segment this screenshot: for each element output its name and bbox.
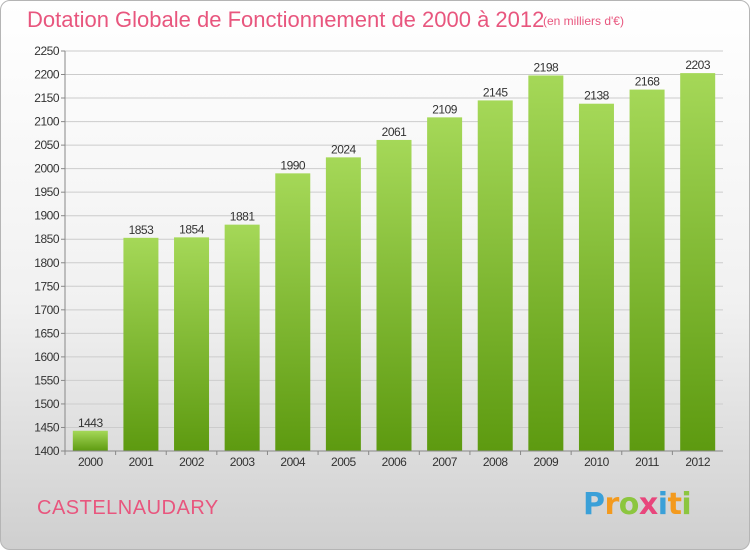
x-tick-label: 2006	[382, 455, 408, 469]
data-label: 2203	[685, 58, 711, 72]
y-tick-label: 1550	[34, 373, 60, 387]
data-label: 1881	[230, 210, 256, 224]
y-tick-label: 2200	[34, 68, 60, 82]
data-label: 2168	[635, 75, 661, 89]
y-tick-label: 1750	[34, 279, 60, 293]
y-tick-label: 2050	[34, 138, 60, 152]
y-tick-label: 1450	[34, 420, 60, 434]
logo-letter: i	[681, 487, 692, 522]
logo-letter: o	[618, 487, 640, 522]
data-label: 2024	[331, 142, 357, 156]
x-tick-label: 2000	[78, 455, 104, 469]
y-axis-ticks: 1400 1450 1500 1550 1600 1650 1700 1750 1800 1850…	[34, 44, 65, 458]
y-tick-label: 1600	[34, 350, 60, 364]
x-tick-label: 2004	[280, 455, 306, 469]
data-label: 2198	[533, 60, 559, 74]
y-tick-label: 1700	[34, 303, 60, 317]
y-tick-label: 2250	[34, 44, 60, 58]
bar	[477, 100, 513, 451]
y-tick-label: 1500	[34, 397, 60, 411]
y-tick-label: 1400	[34, 444, 60, 458]
logo-letter: i	[657, 487, 668, 522]
bar	[325, 157, 361, 451]
bar	[123, 237, 159, 451]
x-tick-label: 2010	[584, 455, 610, 469]
data-label: 2138	[584, 89, 610, 103]
x-tick-label: 2009	[533, 455, 559, 469]
logo-letter: x	[638, 487, 658, 522]
data-label: 1853	[129, 223, 155, 237]
y-tick-label: 1650	[34, 326, 60, 340]
x-tick-label: 2003	[230, 455, 256, 469]
logo-letter: P	[583, 487, 605, 522]
data-label: 1990	[280, 158, 306, 172]
bars	[72, 73, 716, 452]
chart-title: Dotation Globale de Fonctionnement de 20…	[27, 7, 545, 32]
bar	[224, 224, 260, 451]
bar	[629, 89, 665, 452]
y-tick-label: 1800	[34, 256, 60, 270]
chart-subtitle: (en milliers d'€)	[543, 14, 624, 28]
bar	[427, 117, 463, 452]
logo-letter: t	[667, 487, 682, 522]
data-label: 1854	[179, 222, 205, 236]
y-tick-label: 2150	[34, 91, 60, 105]
logo-letter: r	[604, 487, 620, 522]
y-tick-label: 2100	[34, 115, 60, 129]
x-tick-label: 2002	[179, 455, 205, 469]
bar	[275, 173, 311, 451]
x-tick-label: 2012	[685, 455, 711, 469]
city-name: CASTELNAUDARY	[37, 497, 219, 519]
bar	[376, 139, 412, 452]
x-tick-label: 2011	[635, 455, 660, 469]
data-labels: 1443 1853 1854 1881 1990 2024 2061 2109 2145 2198…	[78, 58, 711, 430]
data-label: 2145	[483, 85, 509, 99]
proxiti-logo: Proxiti	[583, 487, 692, 522]
x-tick-label: 2001	[129, 455, 155, 469]
y-tick-label: 1850	[34, 232, 60, 246]
y-tick-label: 2000	[34, 162, 60, 176]
y-tick-label: 1950	[34, 185, 60, 199]
data-label: 1443	[78, 416, 104, 430]
y-tick-label: 1900	[34, 209, 60, 223]
bar	[680, 73, 716, 451]
data-label: 2061	[382, 125, 408, 139]
bar	[578, 103, 614, 452]
x-axis-ticks: 2000 2001 2002 2003 2004 2005 2006 2007 2008 2009…	[64, 451, 711, 469]
bar	[528, 75, 564, 452]
x-tick-label: 2007	[432, 455, 458, 469]
data-label: 2109	[432, 102, 458, 116]
bar	[72, 430, 108, 451]
x-tick-label: 2005	[331, 455, 357, 469]
bar	[174, 237, 210, 451]
x-tick-label: 2008	[483, 455, 509, 469]
